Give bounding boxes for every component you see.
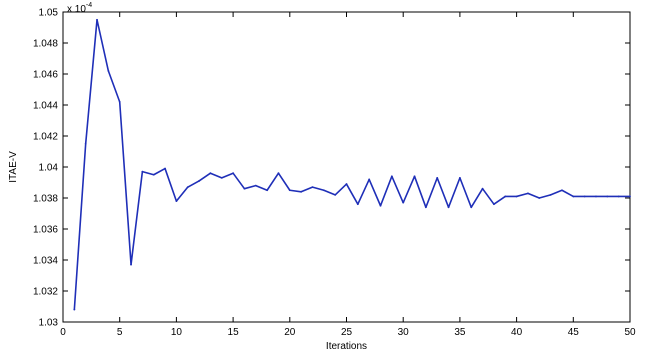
y-tick-label: 1.034: [33, 256, 58, 267]
data-point: [209, 172, 212, 175]
data-point: [606, 195, 609, 198]
x-tick-label: 35: [454, 327, 466, 338]
data-point: [84, 142, 87, 145]
data-point: [254, 184, 257, 187]
y-tick-label: 1.044: [33, 101, 58, 112]
data-point: [459, 176, 461, 179]
y-tick-label: 1.036: [33, 225, 58, 236]
data-point: [152, 173, 155, 176]
data-point: [447, 206, 450, 209]
x-axis-label: Iterations: [326, 341, 367, 352]
data-point: [277, 172, 280, 175]
y-tick-label: 1.03: [39, 318, 59, 329]
data-point: [107, 70, 110, 72]
x-tick-label: 5: [117, 327, 123, 338]
y-tick-label: 1.042: [33, 132, 58, 143]
x-tick-label: 0: [60, 327, 66, 338]
y-axis-multiplier-base: x 10: [67, 4, 86, 15]
x-tick-label: 15: [228, 327, 240, 338]
data-point: [300, 190, 303, 193]
series-line: [73, 18, 630, 310]
data-point: [413, 175, 416, 178]
data-point: [549, 194, 552, 196]
y-tick-label: 1.048: [33, 39, 58, 50]
y-tick-labels: 1.03 1.032 1.034 1.036 1.038 1.04 1.042 1.044 1.…: [33, 8, 58, 329]
y-tick-label: 1.046: [33, 70, 58, 81]
x-tick-label: 10: [171, 327, 183, 338]
x-tick-label: 40: [511, 327, 523, 338]
data-point: [322, 189, 325, 192]
data-point: [356, 203, 359, 206]
data-point: [504, 195, 507, 198]
x-tick-label: 45: [568, 327, 580, 338]
data-point: [96, 18, 98, 21]
data-point: [345, 183, 348, 185]
data-point: [175, 200, 178, 203]
y-axis-label: ITAE-V: [8, 151, 19, 183]
data-point: [266, 189, 269, 192]
axis-ticks: [62, 11, 631, 323]
data-point: [186, 186, 189, 189]
data-point: [311, 186, 314, 189]
x-tick-labels: 0 5 10 15 20 25 30 35 40 45 50: [60, 327, 636, 338]
x-tick-label: 20: [284, 327, 296, 338]
data-point: [595, 195, 597, 198]
data-point: [629, 195, 631, 198]
data-point: [436, 176, 439, 179]
data-point: [493, 203, 495, 206]
plot-area: [62, 11, 631, 323]
data-point: [538, 197, 541, 199]
data-point: [527, 192, 529, 195]
data-point: [390, 175, 393, 178]
data-point: [141, 170, 144, 173]
data-point: [130, 263, 132, 266]
x-tick-label: 50: [624, 327, 636, 338]
y-tick-label: 1.05: [39, 8, 59, 19]
data-point: [402, 201, 405, 204]
data-point: [470, 206, 473, 209]
y-tick-label: 1.04: [39, 163, 59, 174]
data-point: [198, 180, 200, 182]
data-point: [368, 178, 371, 181]
x-tick-label: 25: [341, 327, 353, 338]
y-axis-multiplier-exponent: -4: [86, 2, 92, 9]
y-axis-multiplier: x 10-4: [67, 2, 92, 15]
data-point: [73, 308, 76, 311]
x-tick-label: 30: [398, 327, 410, 338]
data-point: [288, 189, 291, 192]
data-point: [515, 195, 518, 198]
data-point: [481, 187, 484, 190]
data-point: [424, 206, 427, 209]
y-tick-label: 1.038: [33, 194, 58, 205]
data-point: [583, 195, 586, 198]
series-group: [73, 18, 631, 311]
data-point: [572, 195, 575, 198]
data-point: [617, 195, 620, 198]
data-point: [220, 176, 223, 179]
data-point: [164, 167, 166, 170]
data-point: [243, 187, 246, 190]
data-point: [334, 194, 337, 196]
data-point: [232, 172, 235, 175]
data-point: [379, 204, 382, 207]
y-tick-label: 1.032: [33, 287, 58, 298]
data-point: [118, 101, 121, 103]
data-point: [561, 189, 563, 192]
